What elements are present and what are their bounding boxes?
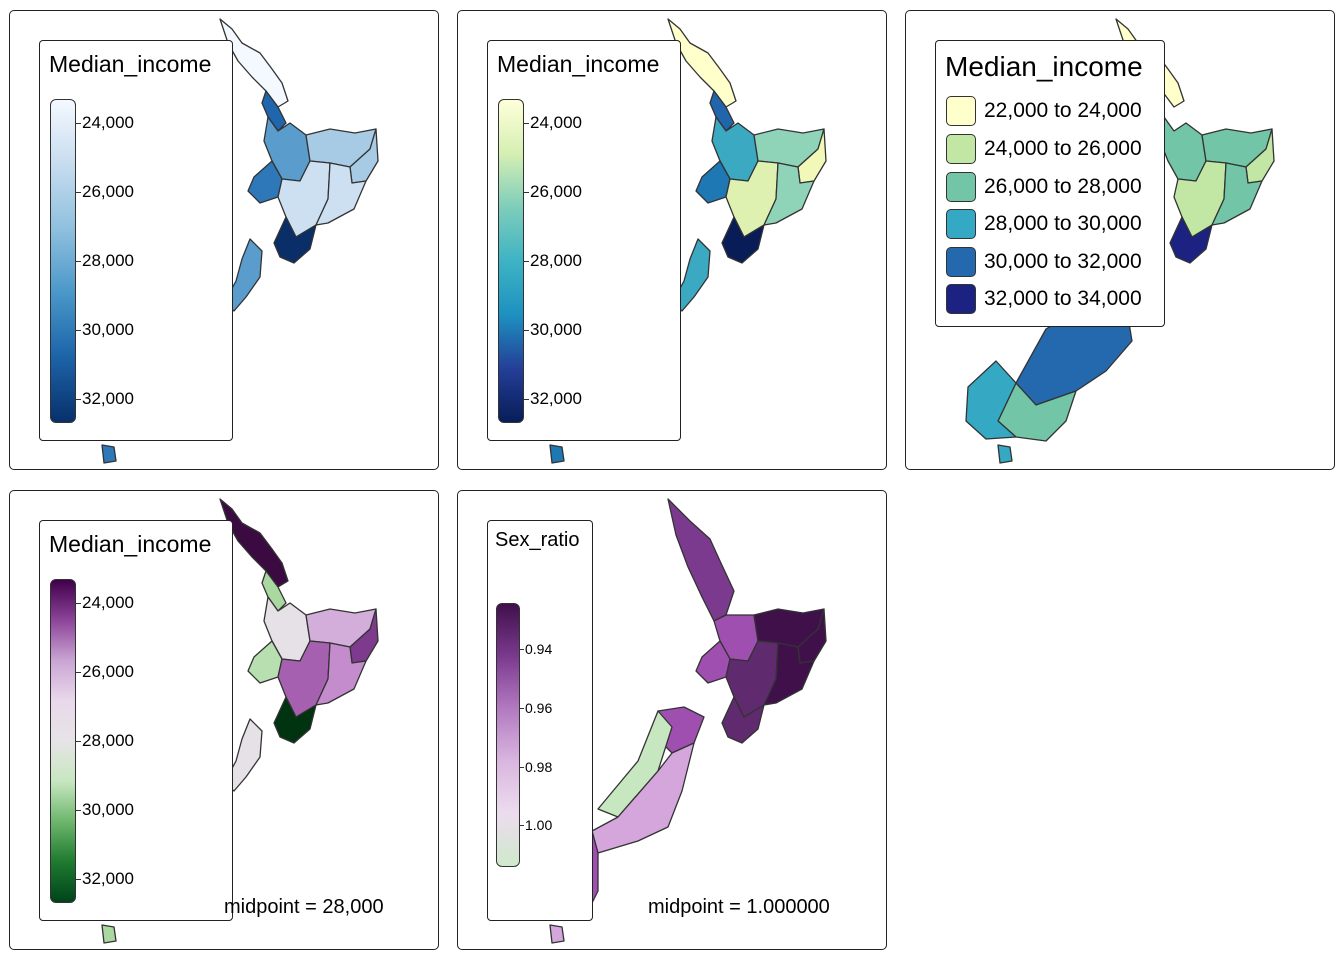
color-ramp: [50, 579, 76, 903]
map-panel-4: Median_income 24,000 26,000 28,000 30,00…: [9, 490, 439, 950]
legend-4: Median_income 24,000 26,000 28,000 30,00…: [39, 520, 233, 921]
tick-label: 24,000: [76, 593, 134, 612]
nz-map-1: [101, 18, 379, 464]
map-panel-3: Median_income 22,000 to 24,000 24,000 to…: [905, 10, 1335, 470]
nz-map-4: [101, 498, 379, 944]
legend-title: Median_income: [49, 531, 212, 557]
region-south-island-top: [223, 238, 263, 312]
tick-label: 26,000: [76, 662, 134, 681]
tick-label: 28,000: [76, 251, 134, 270]
legend-category: 22,000 to 24,000: [946, 95, 1142, 127]
legend-title: Median_income: [49, 51, 212, 77]
tick-label: 32,000: [76, 869, 134, 888]
tick-label: 26,000: [76, 182, 134, 201]
region-north-top: [667, 498, 735, 622]
legend-1: Median_income 24,000 26,000 28,000 30,00…: [39, 40, 233, 441]
region-hawkes-bay: [315, 642, 367, 706]
region-hawkes-bay: [763, 162, 815, 226]
region-wellington: [721, 216, 765, 264]
legend-label: 28,000 to 30,000: [984, 212, 1142, 235]
legend-category: 32,000 to 34,000: [946, 283, 1142, 315]
region-hawkes-bay: [1211, 162, 1263, 226]
region-northland: [219, 498, 289, 588]
midpoint-label: midpoint = 1.000000: [648, 896, 830, 918]
legend-category: 28,000 to 30,000: [946, 208, 1142, 240]
region-stewart: [549, 924, 565, 944]
tick-label: 1.00: [518, 817, 553, 833]
region-waikato: [1159, 116, 1207, 182]
tick-label: 0.96: [518, 700, 553, 716]
tick-label: 30,000: [76, 320, 134, 339]
map-panel-1: Median_income 24,000 26,000 28,000 30,00…: [9, 10, 439, 470]
map-panel-2: Median_income 24,000 26,000 28,000 30,00…: [457, 10, 887, 470]
color-ramp: [498, 99, 524, 423]
region-stewart: [101, 444, 117, 464]
tick-label: 32,000: [524, 389, 582, 408]
region-hawkes-bay: [315, 162, 367, 226]
legend-title: Median_income: [497, 51, 660, 77]
legend-label: 22,000 to 24,000: [984, 99, 1142, 122]
legend-swatch: [946, 247, 976, 277]
legend-label: 30,000 to 32,000: [984, 250, 1142, 273]
midpoint-label: midpoint = 28,000: [224, 896, 384, 918]
legend-title: Median_income: [945, 51, 1143, 82]
color-ramp: [50, 99, 76, 423]
legend-label: 26,000 to 28,000: [984, 175, 1142, 198]
legend-category: 26,000 to 28,000: [946, 171, 1142, 203]
nz-map-2: [549, 18, 827, 464]
legend-swatch: [946, 284, 976, 314]
region-wellington: [721, 696, 765, 744]
region-wellington: [1169, 216, 1213, 264]
legend-label: 32,000 to 34,000: [984, 287, 1142, 310]
region-south-island-top: [671, 238, 711, 312]
legend-2: Median_income 24,000 26,000 28,000 30,00…: [487, 40, 681, 441]
tick-label: 30,000: [76, 800, 134, 819]
region-stewart: [101, 924, 117, 944]
region-southland: [965, 360, 1017, 440]
legend-label: 24,000 to 26,000: [984, 137, 1142, 160]
map-panel-5: Sex_ratio 0.94 0.96 0.98 1.00 midpoint =…: [457, 490, 887, 950]
tick-label: 24,000: [76, 113, 134, 132]
tick-label: 24,000: [524, 113, 582, 132]
tick-label: 30,000: [524, 320, 582, 339]
tick-label: 28,000: [76, 731, 134, 750]
nz-map-5: [549, 498, 827, 944]
legend-swatch: [946, 134, 976, 164]
region-northland: [219, 18, 289, 108]
tick-label: 0.98: [518, 759, 553, 775]
region-northland: [667, 18, 737, 108]
legend-3: Median_income 22,000 to 24,000 24,000 to…: [935, 40, 1165, 327]
region-stewart: [549, 444, 565, 464]
legend-category: 24,000 to 26,000: [946, 133, 1142, 165]
legend-5: Sex_ratio 0.94 0.96 0.98 1.00: [487, 520, 593, 921]
legend-swatch: [946, 172, 976, 202]
tick-label: 0.94: [518, 641, 553, 657]
region-south-island-top: [223, 718, 263, 792]
region-stewart: [997, 444, 1013, 464]
tick-label: 26,000: [524, 182, 582, 201]
tick-label: 32,000: [76, 389, 134, 408]
legend-title: Sex_ratio: [495, 529, 580, 551]
region-hawkes-bay: [763, 642, 815, 706]
region-wellington: [273, 216, 317, 264]
region-wellington: [273, 696, 317, 744]
legend-swatch: [946, 96, 976, 126]
color-ramp: [496, 603, 520, 867]
legend-swatch: [946, 209, 976, 239]
legend-category: 30,000 to 32,000: [946, 246, 1142, 278]
tick-label: 28,000: [524, 251, 582, 270]
